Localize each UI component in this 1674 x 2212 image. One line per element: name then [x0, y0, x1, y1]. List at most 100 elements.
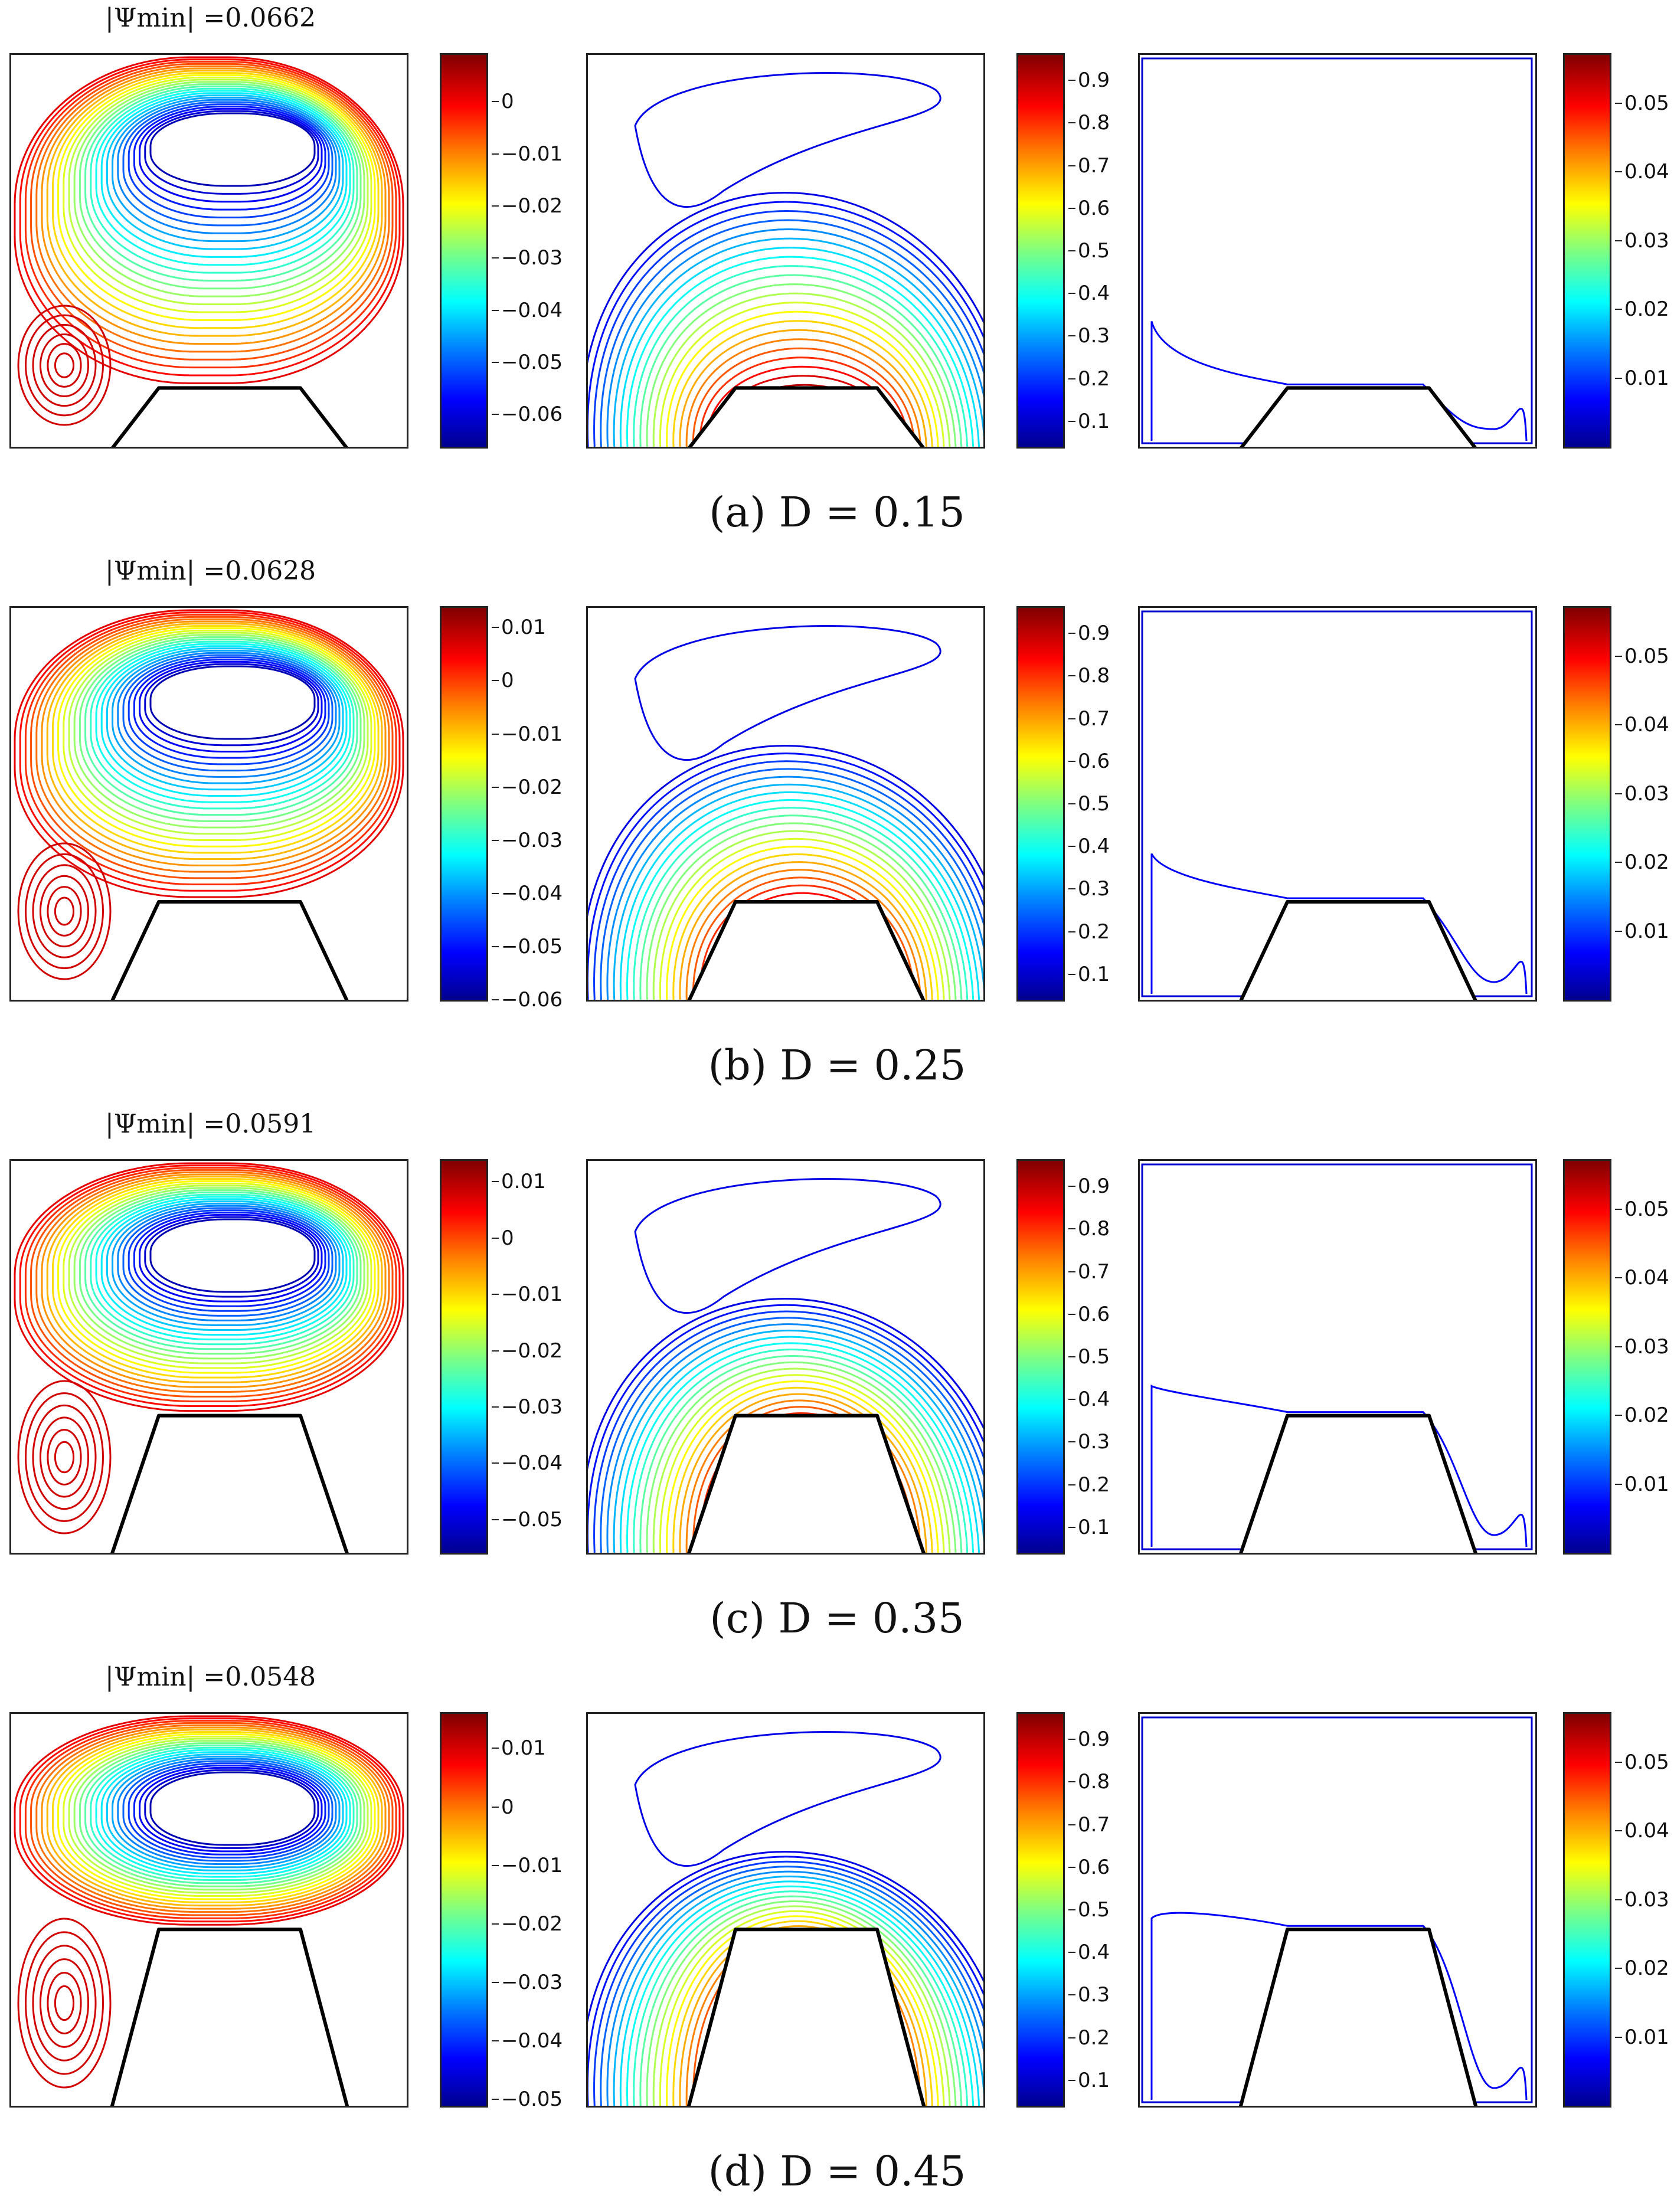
streamline	[90, 87, 355, 274]
isotherm	[588, 752, 983, 1000]
stream-function-colorbar	[440, 1159, 488, 1555]
colorbar-tick-label: 0.04	[1615, 715, 1669, 735]
colorbar-tick-label: 0.01	[1615, 368, 1669, 388]
colorbar-tick-label: 0.9	[1068, 623, 1110, 643]
isotherm	[626, 1342, 975, 1553]
streamline	[73, 634, 365, 829]
isotherm	[639, 814, 963, 1000]
streamline	[139, 1766, 323, 1853]
streamline	[14, 609, 404, 898]
isotherm	[634, 1178, 941, 1314]
streamline	[41, 620, 387, 866]
psi-min-label: |Ψmin| =0.0628	[105, 556, 316, 586]
colorbar-tick-label: 0.7	[1068, 709, 1110, 729]
colorbar-tick-label: 0.2	[1068, 369, 1110, 389]
trapezoid-obstacle	[687, 1413, 926, 1553]
streamline	[63, 629, 372, 842]
trapezoid-obstacle	[110, 1413, 349, 1553]
trapezoid-obstacle	[110, 1928, 349, 2106]
streamline	[84, 1191, 358, 1350]
temperature-colorbar	[1016, 1159, 1065, 1555]
secondary-vortex-streamline	[17, 1380, 112, 1534]
streamline	[117, 99, 337, 234]
streamline	[149, 665, 316, 740]
secondary-vortex-streamline	[24, 314, 104, 417]
secondary-vortex-streamline	[17, 1917, 112, 2089]
secondary-vortex-streamline	[47, 343, 82, 388]
isotherm	[652, 1905, 951, 2106]
trapezoid-obstacle	[110, 900, 349, 1000]
isotherm	[600, 1317, 983, 1553]
psi-min-label: |Ψmin| =0.0548	[105, 1662, 316, 1692]
streamline	[14, 1162, 404, 1412]
isotherm	[588, 745, 983, 918]
streamline	[112, 649, 341, 784]
streamline	[14, 56, 404, 384]
secondary-vortex-streamline	[39, 1416, 90, 1498]
colorbar-tick-label: 0.01	[1615, 2027, 1669, 2047]
isotherm	[606, 775, 983, 1000]
secondary-vortex-streamline	[54, 896, 75, 926]
isotherm	[600, 768, 983, 1000]
streamline-panel	[9, 606, 408, 1002]
streamline	[35, 1724, 390, 1913]
isotherm	[672, 1387, 933, 1553]
isotherm	[652, 830, 951, 1000]
isotherm	[685, 1399, 922, 1553]
streamline	[122, 1760, 334, 1862]
streamline	[57, 74, 376, 321]
colorbar-tick-label: 0.3	[1068, 326, 1110, 346]
psi-min-label: |Ψmin| =0.0591	[105, 1109, 316, 1139]
streamline	[139, 660, 323, 752]
streamline	[68, 78, 369, 306]
streamline	[117, 1758, 337, 1865]
streamline	[133, 106, 326, 211]
streamline	[144, 110, 319, 195]
streamline	[19, 58, 401, 377]
colorbar-tick-label: 0.01	[1615, 1474, 1669, 1494]
streamline	[139, 107, 323, 203]
streamline	[51, 1731, 380, 1903]
streamline	[19, 1164, 401, 1408]
row-caption: (b) D = 0.25	[708, 1041, 966, 1089]
isotherm	[646, 1900, 957, 2106]
colorbar-tick-label: 0.05	[1615, 1752, 1669, 1772]
streamline	[51, 1178, 380, 1379]
colorbar-tick-label: −0.05	[492, 937, 563, 957]
colorbar-tick-label: −0.02	[492, 196, 563, 216]
concentration-contour	[1141, 57, 1533, 444]
colorbar-tick-label: −0.01	[492, 1284, 563, 1304]
streamline	[24, 1167, 397, 1402]
secondary-vortex-streamline	[17, 305, 112, 426]
streamline	[90, 640, 355, 810]
row-caption: (a) D = 0.15	[709, 488, 965, 536]
stream-function-colorbar	[440, 1712, 488, 2108]
isotherm	[659, 302, 945, 447]
streamline	[35, 618, 390, 873]
streamline	[63, 1735, 372, 1897]
colorbar-tick-label: 0.04	[1615, 162, 1669, 182]
concentration-contour	[1150, 321, 1528, 441]
streamline	[46, 1729, 383, 1907]
isotherm	[672, 853, 933, 1000]
secondary-vortex-streamline	[47, 886, 82, 937]
isotherm	[659, 837, 945, 1000]
streamline	[95, 1749, 351, 1878]
colorbar-tick-label: 0.02	[1615, 1958, 1669, 1978]
isotherm	[679, 1925, 927, 2106]
streamline-panel	[9, 1159, 408, 1555]
colorbar-tick-label: 0.5	[1068, 794, 1110, 814]
concentration-colorbar	[1563, 1159, 1611, 1555]
streamline	[30, 63, 394, 361]
secondary-vortex-streamline	[47, 1429, 82, 1485]
colorbar-tick-label: −0.01	[492, 144, 563, 164]
colorbar-tick-label: 0	[492, 91, 514, 112]
streamline	[41, 67, 387, 345]
secondary-vortex-streamline	[39, 875, 90, 948]
streamline	[41, 1173, 387, 1388]
concentration-colorbar	[1563, 1712, 1611, 2108]
streamline	[106, 647, 344, 791]
concentration-panel	[1138, 606, 1537, 1002]
isotherm	[672, 1920, 933, 2106]
temperature-colorbar	[1016, 1712, 1065, 2108]
